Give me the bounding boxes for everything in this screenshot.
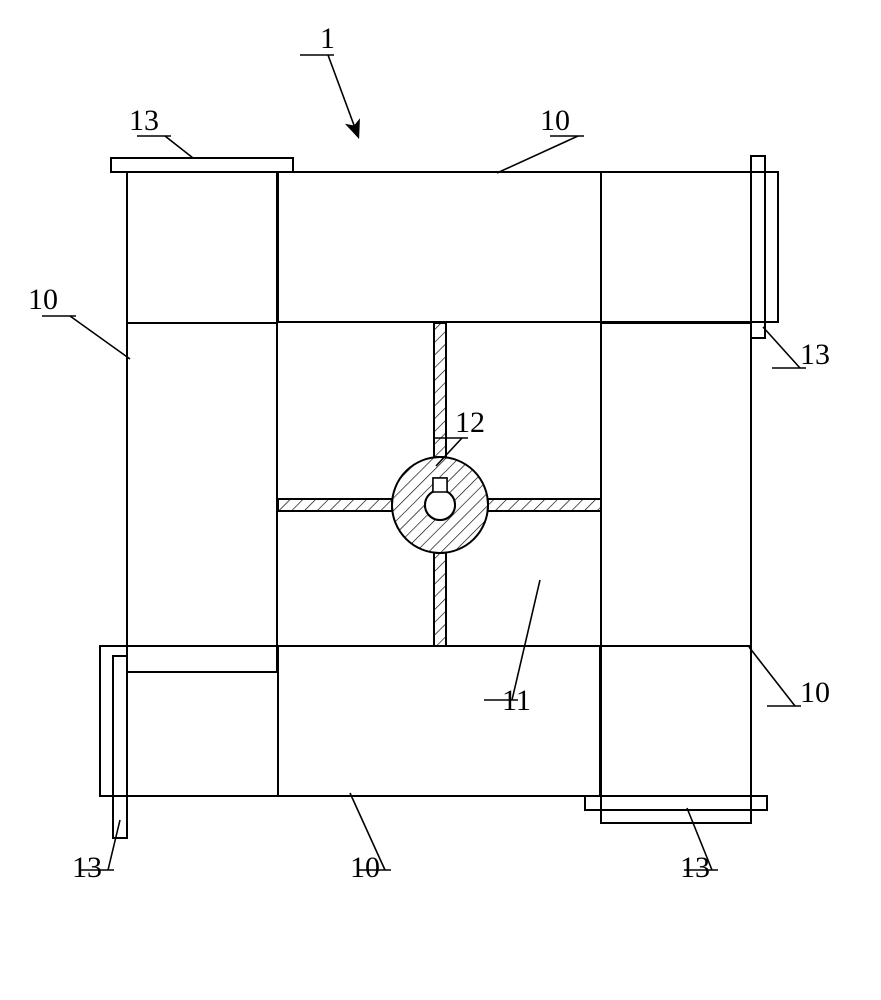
callout-label: 10	[800, 676, 830, 710]
end-plate	[111, 158, 293, 172]
rib-right	[488, 499, 601, 511]
leader-line	[763, 327, 800, 368]
callout-label: 13	[129, 104, 159, 138]
diagram-canvas	[0, 0, 881, 1000]
blade-bottom	[100, 646, 600, 796]
leader-line	[70, 316, 130, 359]
end-plate	[751, 156, 765, 338]
blade-top	[278, 172, 778, 322]
callout-label: 10	[540, 104, 570, 138]
callout-label: 13	[800, 338, 830, 372]
callout-label: 10	[350, 851, 380, 885]
callout-label: 12	[455, 406, 485, 440]
leader-line	[497, 136, 578, 173]
rib-bottom	[434, 553, 446, 646]
blade-right	[601, 323, 751, 823]
leader-line	[749, 647, 795, 706]
end-plate	[113, 656, 127, 838]
callout-label: 1	[320, 22, 335, 56]
callout-label: 11	[502, 684, 531, 718]
callout-label: 10	[28, 283, 58, 317]
leader-line	[328, 55, 358, 136]
callout-label: 13	[680, 851, 710, 885]
rib-left	[278, 499, 392, 511]
callout-label: 13	[72, 851, 102, 885]
blade-left	[127, 172, 277, 672]
leader-line	[165, 136, 193, 158]
leader-line	[512, 580, 540, 700]
end-plate	[585, 796, 767, 810]
